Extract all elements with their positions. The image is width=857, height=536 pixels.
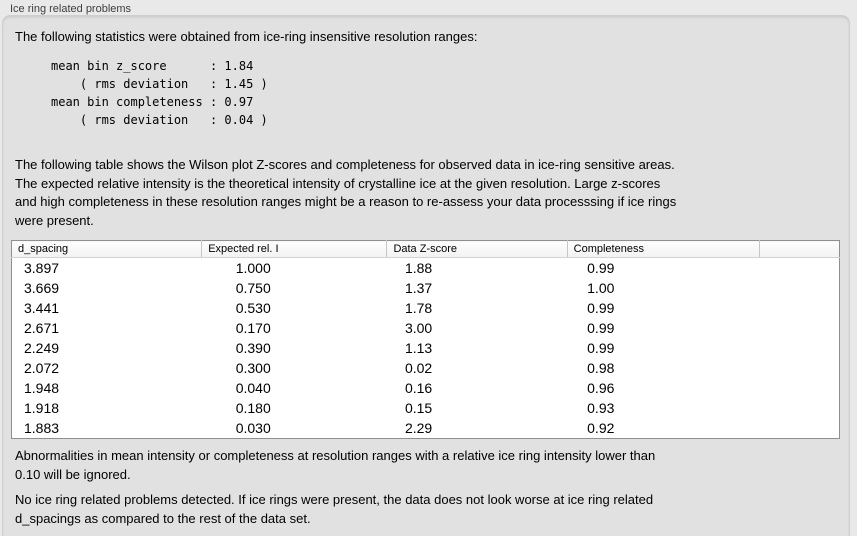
table-cell (759, 298, 839, 318)
conclusion-text: No ice ring related problems detected. I… (15, 492, 654, 526)
table-cell: 0.02 (404, 360, 433, 376)
table-cell: 0.530 (235, 300, 271, 316)
table-cell: 2.072 (24, 360, 60, 376)
table-cell (759, 378, 839, 398)
table-cell (759, 278, 839, 298)
table-cell: 2.249 (24, 340, 60, 356)
table-row[interactable]: 3.669 0.750 1.37 1.00 (12, 278, 840, 298)
table-cell: 0.030 (235, 420, 271, 436)
table-cell: 3.897 (24, 260, 60, 276)
table-cell: 2.671 (24, 320, 60, 336)
table-cell: 0.040 (235, 380, 271, 396)
panel-title: Ice ring related problems (10, 3, 132, 15)
table-cell: 0.170 (235, 320, 271, 336)
column-header-spacer[interactable] (758, 240, 840, 258)
table-row[interactable]: 1.918 0.180 0.15 0.93 (12, 398, 840, 418)
table-cell: 0.15 (404, 400, 433, 416)
table-cell (759, 338, 839, 358)
table-cell: 0.96 (587, 380, 615, 396)
table-header-row: d_spacing Expected rel. I Data Z-score Comp… (11, 240, 840, 258)
table-cell: 3.669 (24, 280, 60, 296)
table-cell: 1.00 (587, 280, 615, 296)
intro-text: The following statistics were obtained f… (15, 29, 478, 44)
table-cell: 0.750 (235, 280, 271, 296)
table-cell: 0.93 (587, 400, 615, 416)
table-body: 3.897 1.000 1.88 0.99 3.669 0.750 1.37 1.00 3.44… (12, 258, 840, 439)
ignore-note-text: Abnormalities in mean intensity or compl… (15, 448, 656, 482)
table-row[interactable]: 1.948 0.040 0.16 0.96 (12, 378, 840, 398)
table-cell: 0.99 (587, 340, 615, 356)
column-header-data-z-score[interactable]: Data Z-score (386, 240, 568, 258)
table-cell: 1.78 (404, 300, 433, 316)
table-cell: 1.88 (404, 260, 433, 276)
table-cell: 1.918 (24, 400, 60, 416)
table-cell (759, 258, 839, 279)
table-description-text: The following table shows the Wilson plo… (15, 157, 677, 228)
table-cell (759, 318, 839, 338)
table-cell: 3.441 (24, 300, 60, 316)
table-cell: 1.883 (24, 420, 60, 436)
column-header-expected-rel-i[interactable]: Expected rel. I (201, 240, 387, 258)
column-header-completeness[interactable]: Completeness (566, 240, 760, 258)
stats-block: mean bin z_score : 1.84 ( rms deviation … (51, 59, 268, 127)
table-cell: 3.00 (404, 320, 433, 336)
table-cell: 0.99 (587, 260, 615, 276)
table-cell: 1.13 (404, 340, 433, 356)
ice-ring-table: d_spacing Expected rel. I Data Z-score Comp… (11, 240, 840, 439)
table-cell (759, 358, 839, 378)
table-cell: 0.180 (235, 400, 271, 416)
table-cell: 2.29 (404, 420, 433, 436)
table-cell: 0.92 (587, 420, 615, 436)
panel-group-box: The following statistics were obtained f… (2, 15, 850, 536)
table-cell (759, 418, 839, 439)
table-cell: 1.948 (24, 380, 60, 396)
table-cell: 1.37 (404, 280, 433, 296)
table-cell: 0.98 (587, 360, 615, 376)
table-row[interactable]: 3.441 0.530 1.78 0.99 (12, 298, 840, 318)
table-row[interactable]: 1.883 0.030 2.29 0.92 (12, 418, 840, 439)
table-row[interactable]: 2.249 0.390 1.13 0.99 (12, 338, 840, 358)
table-row[interactable]: 3.897 1.000 1.88 0.99 (12, 258, 840, 279)
table-cell: 0.99 (587, 320, 615, 336)
table-cell: 0.390 (235, 340, 271, 356)
table-cell (759, 398, 839, 418)
table-cell: 0.16 (404, 380, 433, 396)
column-header-d-spacing[interactable]: d_spacing (11, 240, 202, 258)
table-row[interactable]: 2.671 0.170 3.00 0.99 (12, 318, 840, 338)
table-cell: 0.99 (587, 300, 615, 316)
table-cell: 1.000 (235, 260, 271, 276)
table-row[interactable]: 2.072 0.300 0.02 0.98 (12, 358, 840, 378)
table-cell: 0.300 (235, 360, 271, 376)
